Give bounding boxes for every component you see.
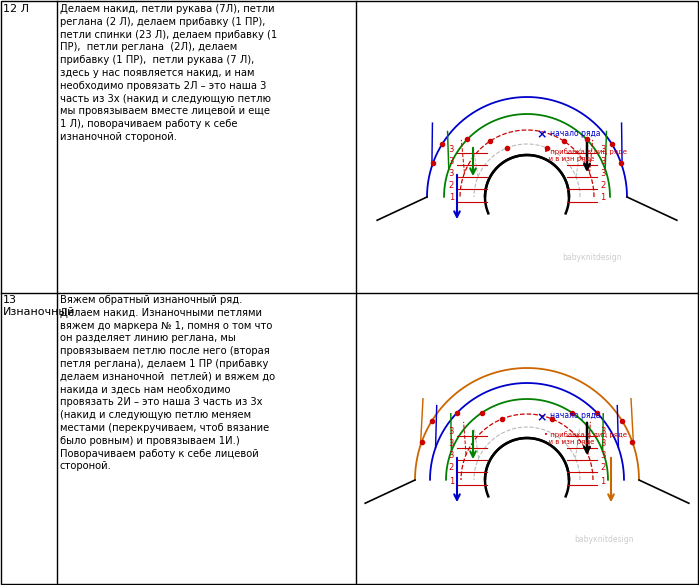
Text: 1: 1 [449, 194, 454, 202]
Text: • прибавка в лиц ряде
  и в изн ряде: • прибавка в лиц ряде и в изн ряде [544, 431, 627, 445]
Text: ×: × [537, 129, 547, 142]
Text: 3: 3 [449, 452, 454, 460]
Text: 3: 3 [449, 157, 454, 166]
Text: ×: × [537, 411, 547, 425]
Text: начало ряда: начало ряда [550, 129, 600, 137]
Text: Изнаночный: Изнаночный [3, 307, 75, 317]
Text: Вяжем обратный изнаночный ряд.
Делаем накид. Изнаночными петлями
вяжем до маркер: Вяжем обратный изнаночный ряд. Делаем на… [60, 295, 275, 472]
Text: 3: 3 [600, 439, 605, 449]
Text: Делаем накид, петли рукава (7Л), петли
реглана (2 Л), делаем прибавку (1 ПР),
пе: Делаем накид, петли рукава (7Л), петли р… [60, 4, 278, 142]
Text: 1: 1 [449, 477, 454, 486]
Text: • прибавка в лиц ряде
  и в изн ряде: • прибавка в лиц ряде и в изн ряде [544, 148, 627, 162]
Text: 3: 3 [449, 439, 454, 449]
Text: 3: 3 [600, 452, 605, 460]
Text: 2: 2 [600, 463, 605, 473]
Text: 3: 3 [449, 168, 454, 177]
Text: 3: 3 [600, 144, 605, 153]
Text: начало ряда: начало ряда [550, 411, 600, 421]
Text: 1: 1 [600, 477, 605, 486]
Text: 13: 13 [3, 295, 17, 305]
Text: 2: 2 [600, 181, 605, 190]
Text: 3: 3 [600, 428, 605, 436]
Text: 3: 3 [600, 157, 605, 166]
Text: 3: 3 [449, 144, 454, 153]
Text: 2: 2 [449, 181, 454, 190]
Text: 1: 1 [600, 194, 605, 202]
Text: babyкnitdesign: babyкnitdesign [575, 535, 634, 545]
Text: 3: 3 [449, 428, 454, 436]
Text: 2: 2 [449, 463, 454, 473]
Text: babyкnitdesign: babyкnitdesign [563, 253, 622, 261]
Text: 12 Л: 12 Л [3, 4, 29, 14]
Text: 3: 3 [600, 168, 605, 177]
